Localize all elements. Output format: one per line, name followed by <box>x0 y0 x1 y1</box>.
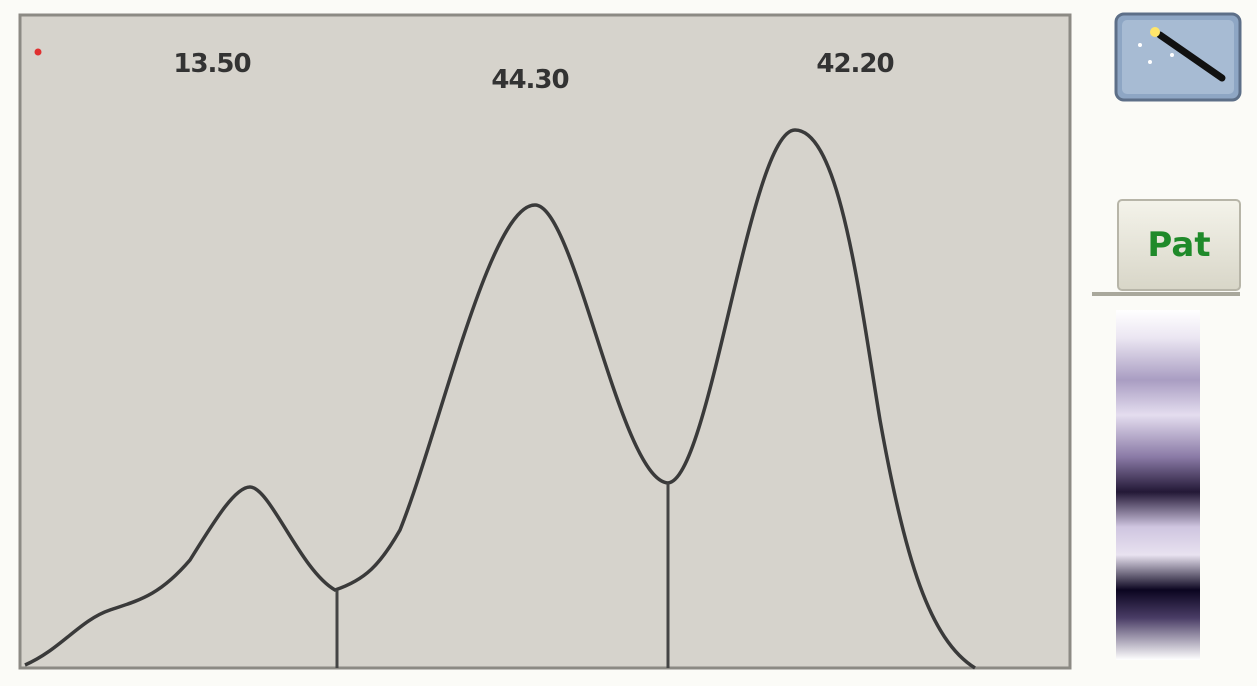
fraction-label: 42.20 <box>816 49 893 79</box>
edit-tool-button[interactable] <box>1116 14 1240 100</box>
gel-strip <box>1116 310 1200 660</box>
plot-panel <box>20 15 1070 668</box>
fraction-label: 13.50 <box>173 49 250 79</box>
marker-dot <box>35 49 42 56</box>
fraction-label: 44.30 <box>491 65 568 95</box>
pattern-button[interactable]: Pat <box>1092 200 1240 294</box>
densitogram-screen: 13.50 44.30 42.20 Pat <box>0 0 1257 686</box>
page: 13.50 44.30 42.20 Pat (() => { const dat… <box>0 0 1257 686</box>
pattern-button-label: Pat <box>1147 225 1210 265</box>
